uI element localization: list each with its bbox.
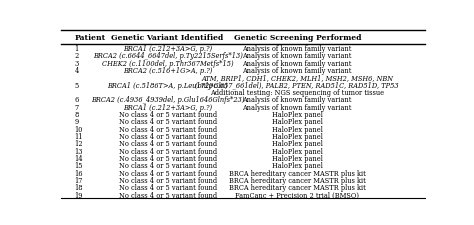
Text: HaloPlex panel: HaloPlex panel: [272, 162, 323, 170]
Text: FamCanc + Precision 2 trial (BMSO): FamCanc + Precision 2 trial (BMSO): [235, 191, 359, 199]
Text: 9: 9: [75, 118, 79, 126]
Text: HaloPlex panel: HaloPlex panel: [272, 110, 323, 119]
Text: 11: 11: [75, 133, 83, 140]
Text: 7: 7: [75, 103, 79, 111]
Text: 13: 13: [75, 147, 83, 155]
Text: 15: 15: [75, 162, 83, 170]
Text: 2: 2: [75, 52, 79, 60]
Text: 3: 3: [75, 59, 79, 68]
Text: BRCA hereditary cancer MASTR plus kit: BRCA hereditary cancer MASTR plus kit: [229, 169, 366, 177]
Text: Analysis of known family variant: Analysis of known family variant: [243, 59, 352, 68]
Text: Analysis of known family variant: Analysis of known family variant: [243, 45, 352, 53]
Text: CHEK2 (c.1100del, p.Thr367Metfs*15): CHEK2 (c.1100del, p.Thr367Metfs*15): [102, 59, 233, 68]
Text: No class 4 or 5 variant found: No class 4 or 5 variant found: [118, 184, 217, 191]
Text: 10: 10: [75, 125, 83, 133]
Text: 14: 14: [75, 154, 83, 162]
Text: 6: 6: [75, 96, 79, 104]
Text: 1: 1: [75, 45, 79, 53]
Text: No class 4 or 5 variant found: No class 4 or 5 variant found: [118, 140, 217, 148]
Text: No class 4 or 5 variant found: No class 4 or 5 variant found: [118, 147, 217, 155]
Text: Genetic Screening Performed: Genetic Screening Performed: [234, 34, 361, 42]
Text: BRCA hereditary cancer MASTR plus kit: BRCA hereditary cancer MASTR plus kit: [229, 176, 366, 184]
Text: HaloPlex panel: HaloPlex panel: [272, 118, 323, 126]
Text: BRCA1 (c.212+3A>G, p.?): BRCA1 (c.212+3A>G, p.?): [123, 45, 212, 53]
Text: HaloPlex panel: HaloPlex panel: [272, 125, 323, 133]
Text: 18: 18: [75, 184, 83, 191]
Text: 16: 16: [75, 169, 83, 177]
Text: BRCA2 (c.516+1G>A, p.?): BRCA2 (c.516+1G>A, p.?): [123, 67, 212, 75]
Text: (only c.657_661del), PALB2, PTEN, RAD51C, RAD51D, TP53: (only c.657_661del), PALB2, PTEN, RAD51C…: [195, 81, 399, 89]
Text: Analysis of known family variant: Analysis of known family variant: [243, 67, 352, 75]
Text: 4: 4: [75, 67, 79, 75]
Text: HaloPlex panel: HaloPlex panel: [272, 140, 323, 148]
Text: BRCA2 (c.4936_4939del, p.Glu1646Glnfs*23): BRCA2 (c.4936_4939del, p.Glu1646Glnfs*23…: [91, 96, 245, 104]
Text: 12: 12: [75, 140, 83, 148]
Text: BRCA hereditary cancer MASTR plus kit: BRCA hereditary cancer MASTR plus kit: [229, 184, 366, 191]
Text: 17: 17: [75, 176, 83, 184]
Text: No class 4 or 5 variant found: No class 4 or 5 variant found: [118, 169, 217, 177]
Text: No class 4 or 5 variant found: No class 4 or 5 variant found: [118, 118, 217, 126]
Text: HaloPlex panel: HaloPlex panel: [272, 154, 323, 162]
Text: No class 4 or 5 variant found: No class 4 or 5 variant found: [118, 125, 217, 133]
Text: 19: 19: [75, 191, 83, 199]
Text: No class 4 or 5 variant found: No class 4 or 5 variant found: [118, 154, 217, 162]
Text: ATM, BRIP1, CDH1, CHEK2, MLH1, MSH2, MSH6, NBN: ATM, BRIP1, CDH1, CHEK2, MLH1, MSH2, MSH…: [201, 74, 393, 82]
Text: Analysis of known family variant: Analysis of known family variant: [243, 96, 352, 104]
Text: BRCA1 (c.212+3A>G, p.?): BRCA1 (c.212+3A>G, p.?): [123, 103, 212, 111]
Text: 8: 8: [75, 110, 79, 119]
Text: No class 4 or 5 variant found: No class 4 or 5 variant found: [118, 133, 217, 140]
Text: BRCA1 (c.5186T>A, p.Leu1729Gln): BRCA1 (c.5186T>A, p.Leu1729Gln): [107, 81, 228, 89]
Text: No class 4 or 5 variant found: No class 4 or 5 variant found: [118, 176, 217, 184]
Text: 5: 5: [75, 81, 79, 89]
Text: No class 4 or 5 variant found: No class 4 or 5 variant found: [118, 162, 217, 170]
Text: Additional testing: NGS sequencing of tumor tissue: Additional testing: NGS sequencing of tu…: [210, 89, 384, 97]
Text: BRCA2 (c.6644_6647del, p.Ty2215Serfs*13): BRCA2 (c.6644_6647del, p.Ty2215Serfs*13): [93, 52, 243, 60]
Text: No class 4 or 5 variant found: No class 4 or 5 variant found: [118, 110, 217, 119]
Text: HaloPlex panel: HaloPlex panel: [272, 147, 323, 155]
Text: HaloPlex panel: HaloPlex panel: [272, 133, 323, 140]
Text: Analysis of known family variant: Analysis of known family variant: [243, 103, 352, 111]
Text: No class 4 or 5 variant found: No class 4 or 5 variant found: [118, 191, 217, 199]
Text: Genetic Variant Identified: Genetic Variant Identified: [111, 34, 224, 42]
Text: Patient: Patient: [75, 34, 106, 42]
Text: Analysis of known family variant: Analysis of known family variant: [243, 52, 352, 60]
